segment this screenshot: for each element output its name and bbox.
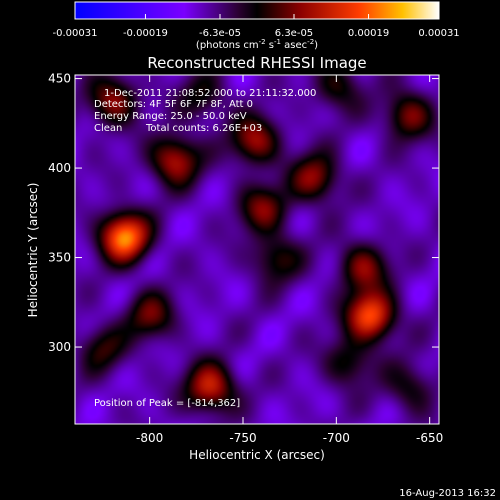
colorbar-tick-label: 6.3e-05 — [275, 28, 313, 39]
x-axis-label: Heliocentric X (arcsec) — [189, 448, 325, 462]
y-tick-label: 400 — [48, 161, 71, 175]
colorbar-tick-label: -6.3e-05 — [199, 28, 241, 39]
image-area — [74, 74, 440, 425]
annotations: 1-Dec-2011 21:08:52.000 to 21:11:32.000 … — [94, 88, 316, 409]
time-range-annotation: 1-Dec-2011 21:08:52.000 to 21:11:32.000 — [104, 88, 316, 99]
heatmap-image — [75, 75, 439, 424]
colorbar — [74, 1, 440, 20]
x-tick-label: -800 — [136, 431, 163, 445]
x-tick-label: -650 — [416, 431, 443, 445]
x-tick-label: -750 — [229, 431, 256, 445]
colorbar-tick-label: 0.00019 — [348, 28, 389, 39]
footer-date: 16-Aug-2013 16:32 — [399, 488, 496, 499]
total-counts-annotation: Total counts: 6.26E+03 — [145, 123, 262, 134]
x-tick-label: -700 — [323, 431, 350, 445]
plot-frame — [74, 74, 440, 425]
detectors-annotation: Detectors: 4F 5F 6F 7F 8F, Att 0 — [94, 99, 253, 110]
axis-ticks: -800 -750 -700 -650 300 350 400 450 — [48, 72, 443, 445]
colorbar-ticks: -0.00031 -0.00019 -6.3e-05 6.3e-05 0.00019 0.… — [53, 14, 460, 39]
y-axis-label: Heliocentric Y (arcsec) — [26, 183, 40, 318]
peak-position-annotation: Position of Peak = [-814,362] — [94, 398, 240, 409]
energy-range-annotation: Energy Range: 25.0 - 50.0 keV — [94, 111, 247, 122]
colorbar-tick-label: -0.00019 — [123, 28, 168, 39]
colorbar-tick-label: 0.00031 — [418, 28, 459, 39]
chart-title: Reconstructed RHESSI Image — [147, 54, 366, 72]
colorbar-unit-label: (photons cm-2 s-1 asec-2) — [196, 38, 318, 51]
y-tick-label: 450 — [48, 72, 71, 86]
y-tick-label: 350 — [48, 251, 71, 265]
clean-annotation: Clean — [94, 123, 122, 134]
colorbar-tick-label: -0.00031 — [53, 28, 98, 39]
y-tick-label: 300 — [48, 340, 71, 354]
